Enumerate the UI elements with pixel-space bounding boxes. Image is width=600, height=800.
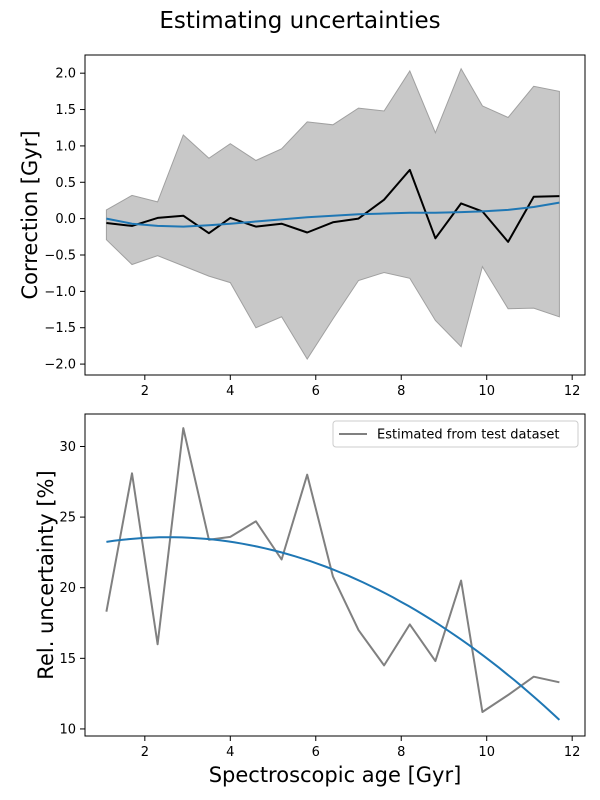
x-tick-label: 12 [564,384,581,399]
fit-curve [106,536,561,721]
x-tick-label: 2 [141,745,149,760]
y-tick-label: 25 [59,511,76,526]
y-tick-label: 2.0 [55,67,76,82]
y-axis-label: Correction [Gyr] [18,130,42,299]
x-axis-label: Spectroscopic age [Gyr] [209,763,462,787]
x-tick-label: 12 [564,745,581,760]
y-tick-label: 15 [59,652,76,667]
top-panel: 2 4 6 8 10 12 −2.0 −1.5 −1.0 −0.5 0.0 0.5 1.0 1.5 2.0 C… [18,54,586,399]
x-tick-label: 10 [478,384,495,399]
x-tick-label: 6 [312,384,320,399]
y-tick-label: 1.0 [55,139,76,154]
y-tick-label: 30 [59,440,76,455]
legend: Estimated from test dataset [332,420,579,448]
series-line-fit [106,201,560,228]
y-tick-label: −0.5 [44,249,76,264]
x-tick-label: 4 [226,384,234,399]
series-line-estimated [105,427,560,713]
legend-box [332,420,579,448]
y-tick-label: 10 [59,722,76,737]
x-tick-label: 8 [397,384,405,399]
y-tick-label: −1.5 [44,321,76,336]
y-tick-label: −1.0 [44,285,76,300]
y-tick-label: 1.5 [55,103,76,118]
legend-label: Estimated from test dataset [377,428,559,443]
y-tick-label: −2.0 [44,358,76,373]
y-tick-label: 0.5 [55,176,76,191]
x-tick-label: 8 [397,745,405,760]
x-tick-label: 10 [478,745,495,760]
x-tick-label: 6 [312,745,320,760]
y-axis-label: Rel. uncertainty [%] [34,470,58,679]
x-tick-label: 4 [226,745,234,760]
axes-frame [84,54,586,376]
y-tick-label: 20 [59,581,76,596]
x-tick-label: 2 [141,384,149,399]
figure-title: Estimating uncertainties [159,8,441,34]
axes-frame [84,413,586,737]
y-tick-label: 0.0 [55,212,76,227]
uncertainty-band [105,67,560,360]
